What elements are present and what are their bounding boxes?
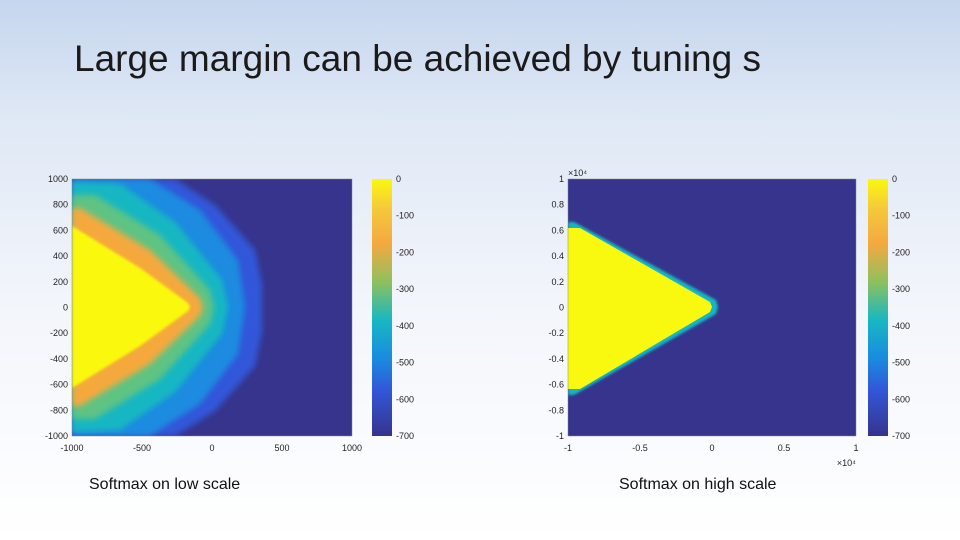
y-tick-label: 0.6 bbox=[551, 225, 564, 235]
colorbar-tick-label: -300 bbox=[892, 284, 910, 294]
y-tick-label: 200 bbox=[53, 277, 68, 287]
colorbar-tick-label: -300 bbox=[396, 284, 414, 294]
y-tick-label: 1 bbox=[559, 174, 564, 184]
colorbar-tick-label: -200 bbox=[892, 247, 910, 257]
y-tick-label: -200 bbox=[50, 328, 68, 338]
y-tick-label: 0 bbox=[63, 303, 68, 313]
x-tick-label: -0.5 bbox=[632, 443, 648, 453]
region-high-scale bbox=[568, 222, 718, 395]
colorbar-tick-label: -600 bbox=[892, 394, 910, 404]
y-tick-label: -0.4 bbox=[548, 354, 564, 364]
panel-low-scale: -1000 -500 0 500 100010008006004002000-200-4… bbox=[45, 174, 414, 453]
y-exponent-label: ×10⁴ bbox=[568, 168, 587, 178]
colorbar-tick-label: 0 bbox=[892, 174, 897, 184]
x-tick-label: -1 bbox=[564, 443, 572, 453]
colorbar-tick-label: -700 bbox=[892, 431, 910, 441]
x-tick-label: 0 bbox=[709, 443, 714, 453]
y-tick-label: 800 bbox=[53, 200, 68, 210]
x-tick-label: 1 bbox=[853, 443, 858, 453]
region-core bbox=[72, 226, 190, 388]
y-tick-label: 400 bbox=[53, 251, 68, 261]
region-low-scale bbox=[72, 179, 262, 436]
x-tick-label: -500 bbox=[133, 443, 151, 453]
colorbar-tick-label: -400 bbox=[396, 321, 414, 331]
colorbar-low bbox=[372, 179, 392, 436]
y-tick-label: 1000 bbox=[48, 174, 68, 184]
colorbar-tick-label: 0 bbox=[396, 174, 401, 184]
y-tick-label: -1 bbox=[556, 431, 564, 441]
colorbar-tick-label: -100 bbox=[892, 211, 910, 221]
x-tick-label: 500 bbox=[274, 443, 289, 453]
caption-low-scale: Softmax on low scale bbox=[89, 476, 241, 493]
colorbar-tick-label: -200 bbox=[396, 247, 414, 257]
y-tick-label: 0.8 bbox=[551, 200, 564, 210]
slide-title: Large margin can be achieved by tuning s bbox=[74, 38, 761, 79]
colorbar-tick-label: -600 bbox=[396, 394, 414, 404]
y-tick-label: -600 bbox=[50, 380, 68, 390]
x-tick-label: 0.5 bbox=[778, 443, 791, 453]
y-tick-label: -0.8 bbox=[548, 405, 564, 415]
y-tick-label: -400 bbox=[50, 354, 68, 364]
x-tick-label: -1000 bbox=[60, 443, 83, 453]
colorbar-tick-label: -100 bbox=[396, 211, 414, 221]
colorbar-high bbox=[868, 179, 888, 436]
region-core-high bbox=[568, 228, 712, 389]
y-tick-label: -800 bbox=[50, 405, 68, 415]
x-tick-label: 0 bbox=[209, 443, 214, 453]
caption-high-scale: Softmax on high scale bbox=[619, 476, 777, 493]
y-tick-label: 0.2 bbox=[551, 277, 564, 287]
y-tick-label: 600 bbox=[53, 225, 68, 235]
x-tick-label: 1000 bbox=[342, 443, 362, 453]
x-exponent-label: ×10⁴ bbox=[837, 458, 856, 468]
y-tick-label: 0 bbox=[559, 303, 564, 313]
y-tick-label: -1000 bbox=[45, 431, 68, 441]
colorbar-tick-label: -500 bbox=[892, 358, 910, 368]
y-tick-label: -0.2 bbox=[548, 328, 564, 338]
y-tick-label: 0.4 bbox=[551, 251, 564, 261]
colorbar-tick-label: -700 bbox=[396, 431, 414, 441]
y-tick-label: -0.6 bbox=[548, 380, 564, 390]
colorbar-tick-label: -500 bbox=[396, 358, 414, 368]
colorbar-tick-label: -400 bbox=[892, 321, 910, 331]
panel-high-scale: -1 -0.5 0 0.5 1 1 0.8 0.6 0.4 0.2 0 -0.2 -0.4 -0.6 -0.… bbox=[548, 168, 910, 468]
